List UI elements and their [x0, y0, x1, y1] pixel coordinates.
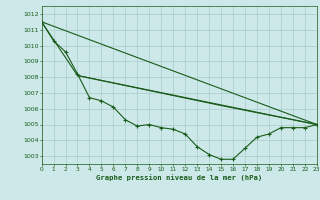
X-axis label: Graphe pression niveau de la mer (hPa): Graphe pression niveau de la mer (hPa) — [96, 174, 262, 181]
